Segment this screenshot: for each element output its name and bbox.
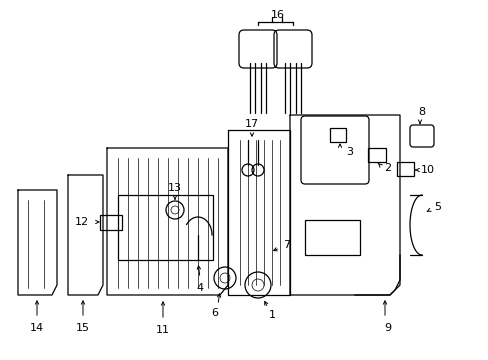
Text: 1: 1 [268, 310, 275, 320]
Text: 3: 3 [346, 147, 353, 157]
Bar [367, 148, 385, 162]
Bar [305, 220, 359, 255]
Text: 13: 13 [168, 183, 182, 193]
Text: 16: 16 [270, 10, 285, 20]
Text: 12: 12 [75, 217, 89, 227]
Text: 7: 7 [283, 240, 290, 250]
Text: 14: 14 [30, 323, 44, 333]
Bar [118, 195, 213, 260]
Bar [396, 162, 413, 176]
Text: 15: 15 [76, 323, 90, 333]
Text: 11: 11 [156, 325, 170, 335]
Text: 4: 4 [196, 283, 203, 293]
Bar [100, 215, 122, 230]
Text: 10: 10 [420, 165, 434, 175]
Bar [329, 128, 346, 142]
Text: 8: 8 [418, 107, 425, 117]
Text: 6: 6 [211, 308, 218, 318]
Text: 5: 5 [434, 202, 441, 212]
Text: 2: 2 [384, 163, 391, 173]
Text: 17: 17 [244, 119, 259, 129]
Text: 9: 9 [384, 323, 391, 333]
